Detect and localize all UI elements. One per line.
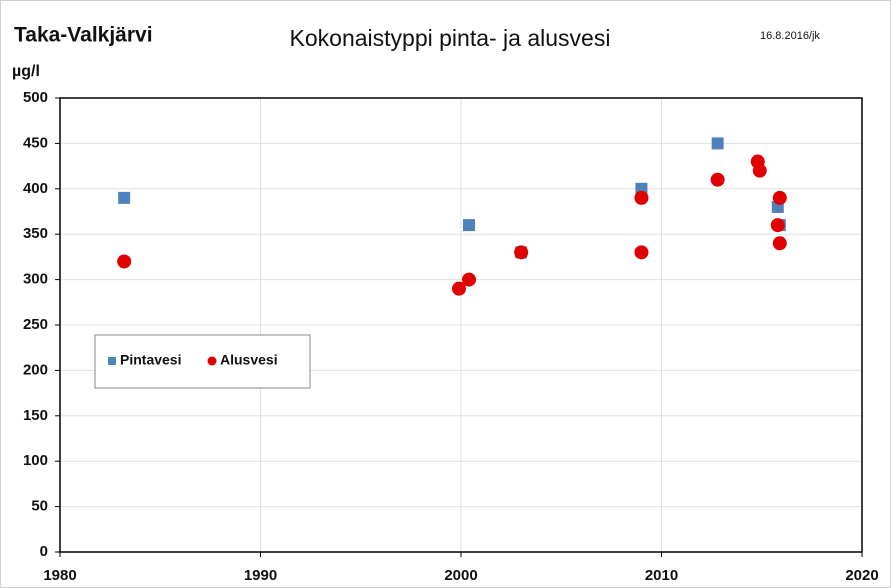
y-tick-label: 250: [23, 316, 48, 333]
y-tick-label: 100: [23, 452, 48, 469]
point: [772, 190, 787, 205]
x-tick-label: 2010: [645, 567, 678, 584]
point: [634, 190, 649, 205]
point: [117, 254, 132, 269]
y-tick-label: 500: [23, 89, 48, 106]
point: [514, 245, 529, 260]
point: [772, 236, 787, 251]
point: [752, 163, 767, 178]
y-tick-label: 200: [23, 361, 48, 378]
y-tick-label: 150: [23, 407, 48, 424]
legend-swatch: [207, 356, 217, 366]
x-tick-label: 1980: [43, 567, 76, 584]
lake-name: Taka-Valkjärvi: [14, 24, 153, 47]
legend-label: Alusvesi: [220, 352, 278, 368]
point: [710, 172, 725, 187]
x-tick-label: 2020: [845, 567, 878, 584]
y-tick-label: 400: [23, 180, 48, 197]
y-axis-label: µg/l: [12, 63, 40, 80]
point: [118, 191, 131, 204]
x-tick-label: 1990: [244, 567, 277, 584]
point: [770, 218, 785, 233]
legend-box: [94, 334, 311, 389]
y-tick-label: 350: [23, 225, 48, 242]
point: [463, 219, 476, 232]
x-tick-label: 2000: [444, 567, 477, 584]
y-tick-label: 0: [40, 543, 48, 560]
plot-frame: [59, 97, 863, 553]
point: [634, 245, 649, 260]
legend-label: Pintavesi: [120, 352, 181, 368]
point: [462, 272, 477, 287]
y-tick-label: 50: [31, 498, 48, 515]
point: [451, 281, 466, 296]
date-note: 16.8.2016/jk: [760, 30, 820, 42]
legend-swatch: [108, 357, 116, 365]
point: [711, 137, 724, 150]
y-tick-label: 300: [23, 271, 48, 288]
y-tick-label: 450: [23, 134, 48, 151]
chart-title: Kokonaistyppi pinta- ja alusvesi: [290, 25, 611, 51]
